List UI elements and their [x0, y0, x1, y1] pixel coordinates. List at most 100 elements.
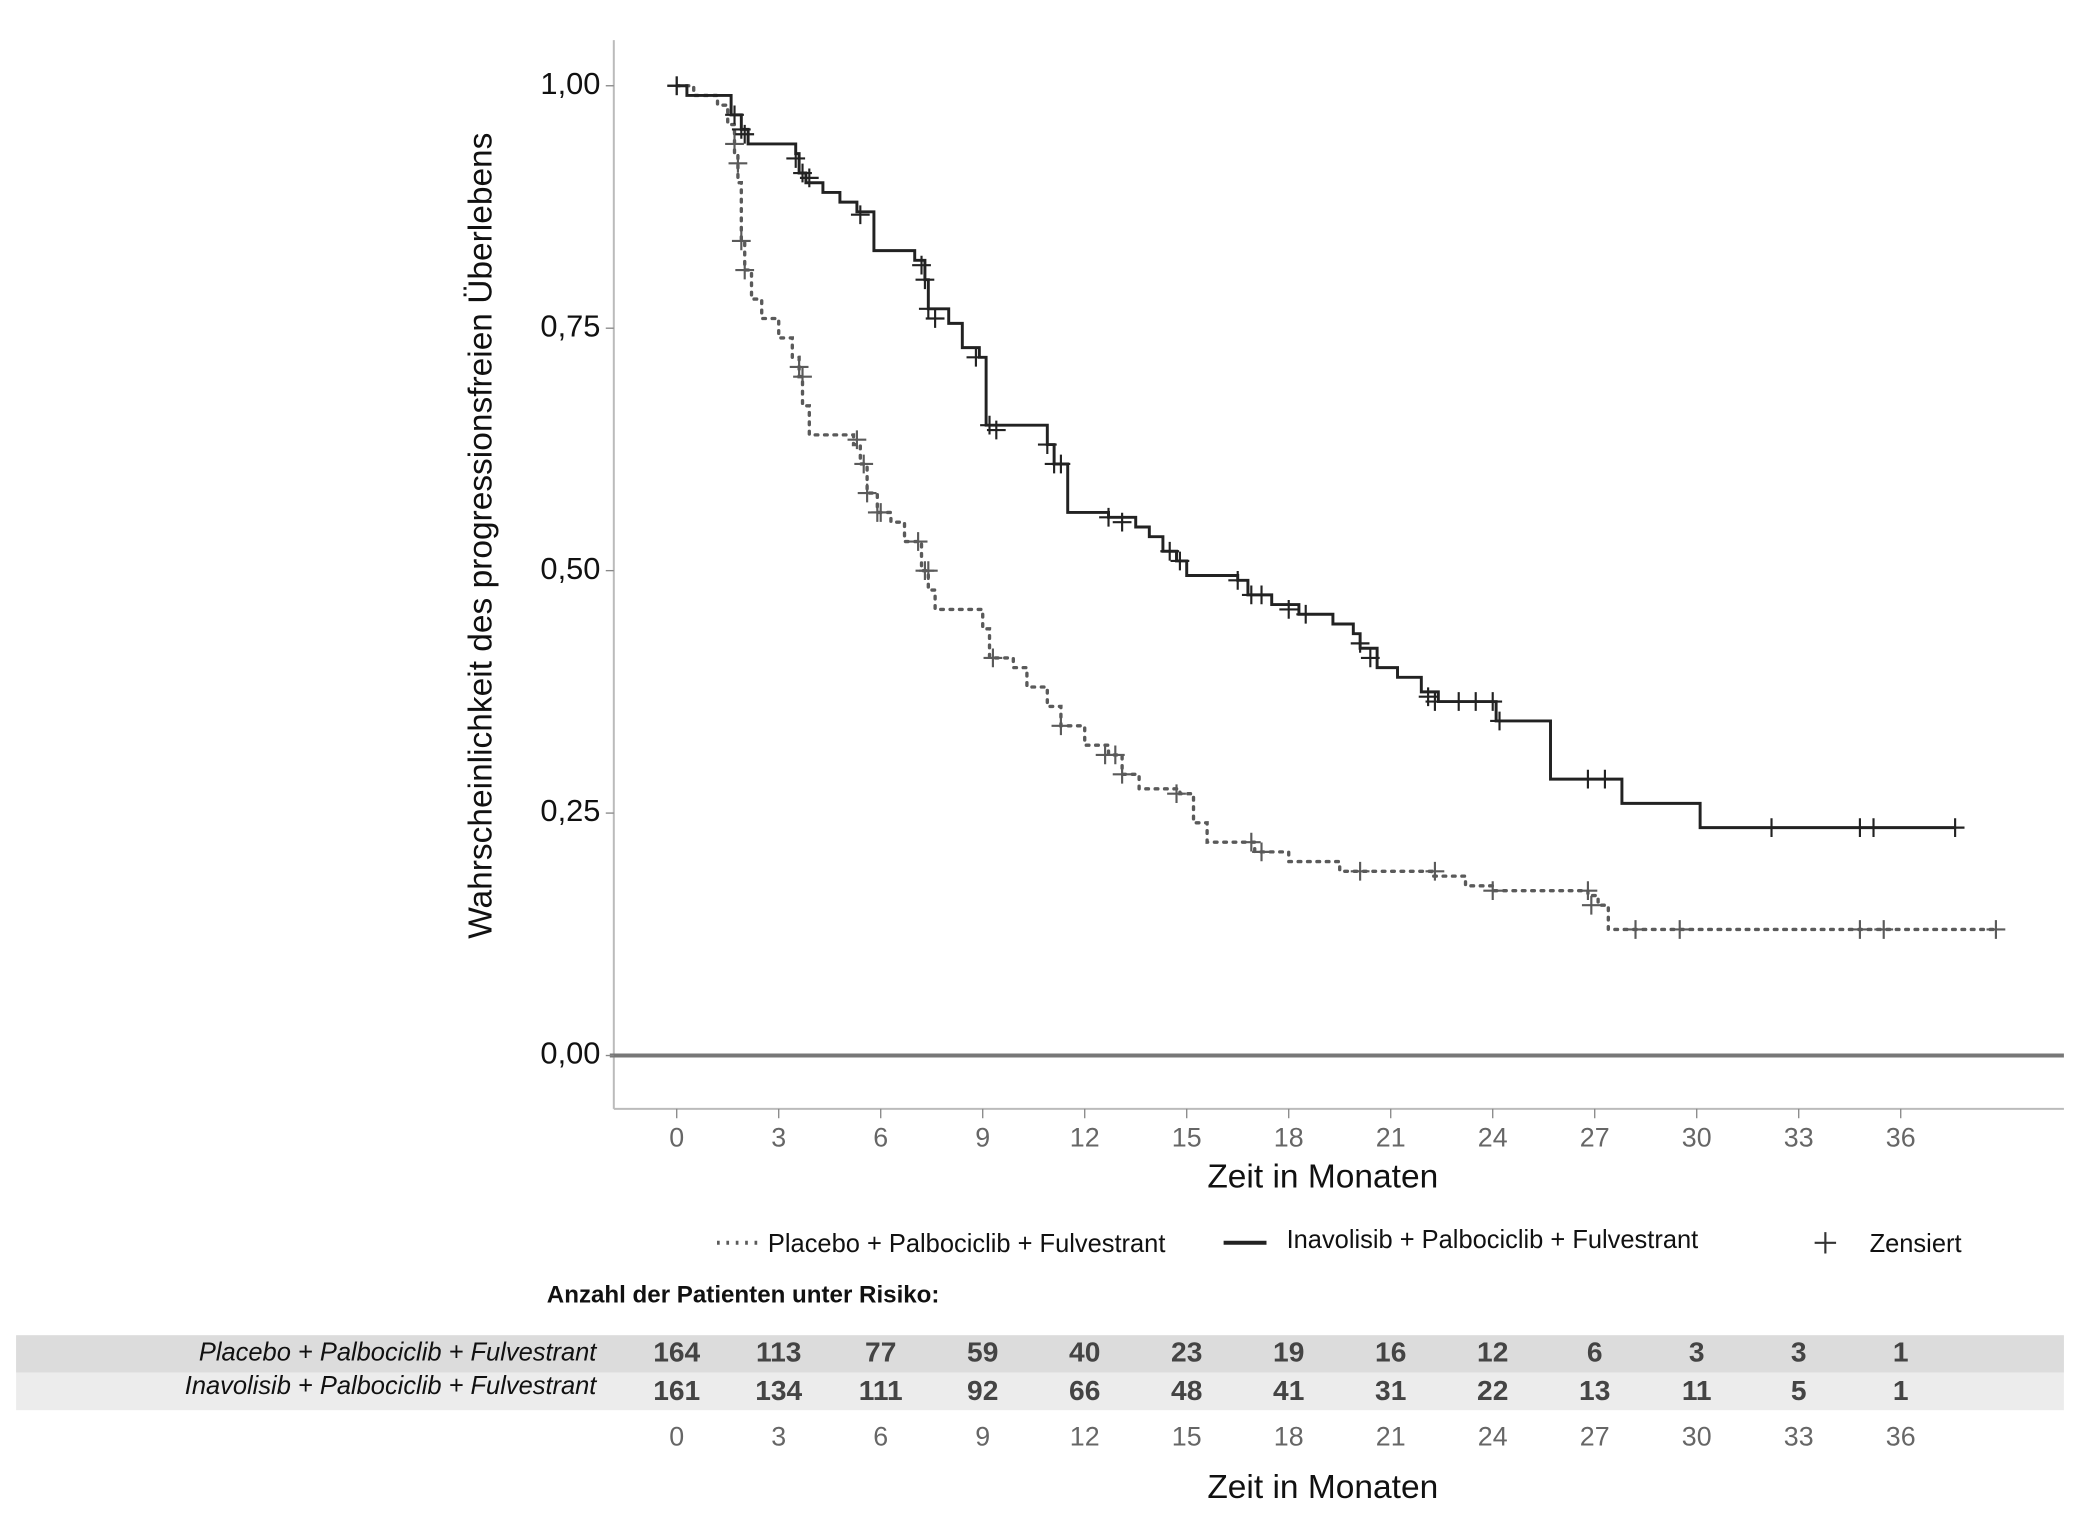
x-tick-label: 9: [975, 1123, 990, 1153]
censor-mark: [728, 153, 748, 173]
legend-label: Inavolisib + Palbociclib + Fulvestrant: [1287, 1226, 1699, 1254]
censor-mark: [735, 124, 755, 144]
censor-mark: [1360, 648, 1380, 668]
censor-mark: [850, 205, 870, 225]
y-tick-label: 0,50: [540, 551, 600, 586]
censor-mark: [735, 260, 755, 280]
risk-count: 16: [1375, 1336, 1406, 1367]
risk-count: 164: [653, 1336, 700, 1367]
censor-mark: [1762, 818, 1781, 838]
y-tick-label: 1,00: [540, 66, 600, 101]
censor-mark: [918, 299, 938, 319]
risk-count: 161: [653, 1375, 700, 1406]
risk-count: 5: [1791, 1375, 1807, 1406]
censor-mark: [966, 347, 986, 367]
censor-mark: [1228, 570, 1248, 590]
censor-mark: [1578, 769, 1598, 789]
censor-mark: [1986, 920, 2006, 939]
risk-table-title: Anzahl der Patienten unter Risiko:: [547, 1282, 940, 1309]
risk-count: 113: [756, 1336, 801, 1367]
y-tick-label: 0,00: [540, 1036, 600, 1071]
risk-count: 59: [967, 1336, 998, 1367]
risk-time-label: 18: [1274, 1421, 1304, 1451]
x-tick-label: 33: [1784, 1123, 1814, 1153]
censor-mark: [986, 420, 1006, 440]
risk-count: 19: [1273, 1336, 1304, 1367]
censor-mark: [1578, 881, 1598, 901]
censor-mark: [1160, 541, 1180, 561]
censor-mark: [1850, 920, 1870, 939]
censor-mark: [1581, 895, 1601, 915]
risk-count: 22: [1477, 1375, 1508, 1406]
censor-mark: [667, 76, 687, 96]
x-tick-label: 27: [1580, 1123, 1610, 1153]
censor-mark: [1112, 512, 1132, 532]
risk-count: 11: [1682, 1375, 1712, 1406]
risk-time-label: 6: [873, 1421, 888, 1451]
risk-x-axis-title: Zeit in Monaten: [1207, 1469, 1438, 1506]
risk-count: 40: [1069, 1336, 1100, 1367]
risk-count: 3: [1689, 1336, 1705, 1367]
x-tick-label: 24: [1478, 1123, 1508, 1153]
risk-count: 13: [1579, 1375, 1610, 1406]
x-tick-label: 12: [1070, 1123, 1100, 1153]
risk-count: 77: [865, 1336, 896, 1367]
risk-row-band: [16, 1335, 2064, 1373]
x-tick-label: 30: [1682, 1123, 1712, 1153]
censor-mark: [918, 561, 938, 581]
legend-censor-swatch: [1814, 1232, 1837, 1254]
censor-mark: [912, 255, 931, 275]
x-tick-label: 3: [771, 1123, 786, 1153]
risk-count: 48: [1171, 1375, 1202, 1406]
risk-count: 1: [1893, 1336, 1909, 1367]
risk-count: 31: [1375, 1375, 1406, 1406]
y-tick-label: 0,25: [540, 793, 600, 828]
risk-count: 41: [1273, 1375, 1304, 1406]
survival-curve: [675, 84, 1957, 830]
censor-mark: [1483, 881, 1503, 901]
censor-mark: [1483, 692, 1503, 711]
risk-count: 92: [967, 1375, 998, 1406]
risk-time-label: 9: [975, 1421, 990, 1451]
censor-mark: [1037, 435, 1057, 454]
risk-time-label: 15: [1172, 1421, 1202, 1451]
censor-mark: [857, 483, 877, 503]
survival-curve: [675, 84, 1998, 932]
censor-mark: [1112, 764, 1132, 784]
censor-mark: [1874, 920, 1894, 939]
censor-mark: [786, 149, 806, 168]
censor-mark: [1241, 832, 1261, 852]
censor-mark: [925, 309, 945, 328]
censor-mark: [1350, 861, 1370, 881]
censor-mark: [1170, 551, 1190, 571]
censor-mark: [799, 168, 819, 188]
censor-mark: [1279, 600, 1299, 619]
censor-mark: [1252, 585, 1271, 605]
risk-count: 23: [1171, 1336, 1202, 1367]
censor-mark: [789, 357, 809, 377]
risk-time-label: 36: [1886, 1421, 1916, 1451]
risk-time-label: 0: [669, 1421, 684, 1451]
x-tick-label: 18: [1274, 1123, 1304, 1153]
censor-mark: [1425, 692, 1445, 711]
censor-mark: [725, 105, 744, 125]
censor-mark: [1350, 633, 1370, 653]
censor-mark: [1490, 711, 1509, 731]
censor-mark: [731, 120, 751, 139]
censor-mark: [1864, 818, 1883, 838]
x-tick-label: 36: [1886, 1123, 1916, 1153]
x-tick-label: 6: [873, 1123, 888, 1153]
risk-row-band: [16, 1372, 2064, 1411]
risk-count: 66: [1069, 1375, 1100, 1406]
censor-mark: [854, 454, 874, 474]
risk-time-label: 24: [1478, 1421, 1508, 1451]
censor-mark: [1099, 507, 1118, 527]
risk-row-label: Placebo + Palbociclib + Fulvestrant: [199, 1339, 597, 1367]
legend-label: Placebo + Palbociclib + Fulvestrant: [768, 1230, 1165, 1258]
censor-mark: [731, 231, 751, 251]
risk-count: 12: [1477, 1336, 1508, 1367]
risk-time-label: 3: [771, 1421, 786, 1451]
x-tick-label: 21: [1376, 1123, 1406, 1153]
censor-mark: [1425, 861, 1445, 881]
